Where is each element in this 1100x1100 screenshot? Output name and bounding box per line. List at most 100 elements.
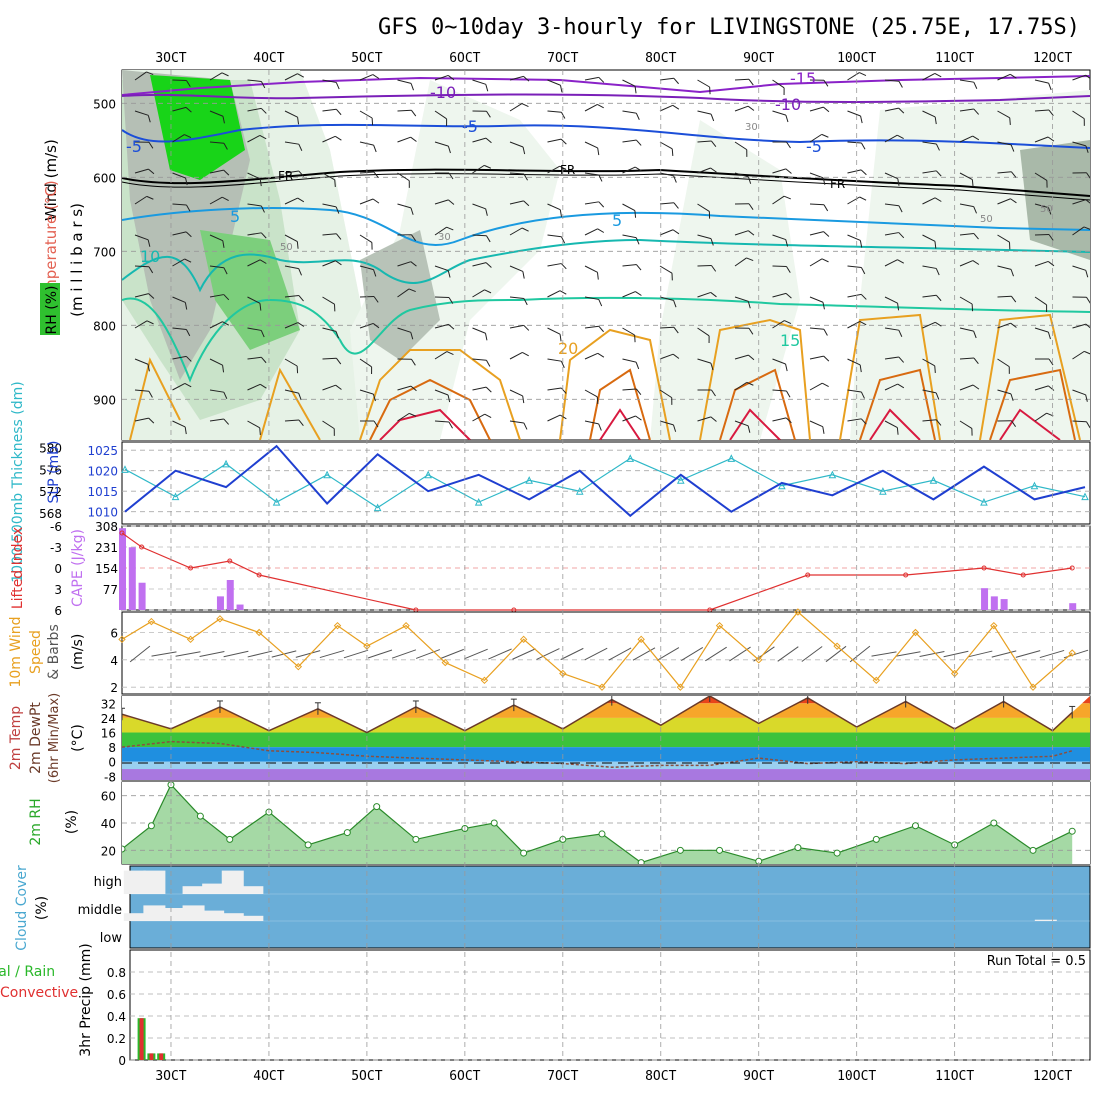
x-tick-bottom: 4OCT bbox=[253, 1069, 284, 1084]
wind-barb bbox=[772, 110, 789, 123]
wind-barb bbox=[697, 327, 710, 344]
wind-point bbox=[216, 615, 224, 623]
wind-barb bbox=[997, 389, 1014, 401]
temp-ylabel-1: 2m Temp bbox=[8, 706, 24, 770]
wind-barb bbox=[959, 260, 980, 267]
wind-barb bbox=[434, 323, 455, 330]
rh-tick: 60 bbox=[101, 790, 116, 804]
wind-barb bbox=[434, 74, 455, 81]
wind-ylabel-1: 10m Wind bbox=[8, 616, 24, 687]
wind-barb-10m bbox=[464, 648, 488, 660]
wind-barb bbox=[584, 228, 605, 236]
wind-barb bbox=[922, 419, 942, 426]
cape-tick: 154 bbox=[95, 562, 118, 576]
wind-barb bbox=[547, 165, 567, 174]
wind-barb bbox=[209, 358, 225, 373]
wind-barb bbox=[884, 232, 905, 239]
wind-barb bbox=[509, 351, 529, 360]
wind-barb bbox=[697, 167, 717, 174]
wind-barb bbox=[322, 420, 335, 436]
wind-barb bbox=[209, 389, 228, 399]
precip-tick: 0.8 bbox=[107, 966, 126, 980]
wind-barb bbox=[284, 389, 302, 401]
precip-tick: 0.4 bbox=[107, 1010, 126, 1024]
wind-barb bbox=[959, 384, 980, 391]
cloud-bar-high bbox=[123, 870, 146, 894]
wind-barb bbox=[847, 196, 867, 205]
wind-barb bbox=[809, 79, 829, 87]
thickness-tick: 580 bbox=[39, 441, 62, 455]
wind-barb bbox=[434, 141, 451, 154]
wind-barb bbox=[997, 265, 1014, 277]
wind-barb bbox=[809, 106, 830, 113]
slp-ylabel-slp: SLP (mb) bbox=[46, 440, 62, 503]
wind-point bbox=[637, 635, 645, 644]
x-tick-top: 8OCT bbox=[645, 51, 676, 66]
wind-barb bbox=[1072, 265, 1089, 278]
wind-barb-10m bbox=[343, 649, 369, 659]
wind-barb bbox=[547, 263, 567, 270]
cloud-bar-middle bbox=[1034, 919, 1057, 921]
thickness-point bbox=[1030, 481, 1039, 490]
cape-bar bbox=[981, 588, 989, 610]
rh-point bbox=[1068, 827, 1076, 835]
wind-barb bbox=[434, 351, 454, 360]
wind-point bbox=[480, 676, 489, 685]
wind-barb bbox=[435, 172, 454, 180]
wind-barb bbox=[847, 169, 867, 176]
cape-tick: 308 bbox=[95, 520, 118, 534]
wind-barb-10m bbox=[295, 650, 321, 658]
rh-point bbox=[412, 835, 420, 843]
wind-barb bbox=[397, 203, 414, 215]
label-minus-10-b: -10 bbox=[775, 95, 801, 114]
x-tick-top: 7OCT bbox=[547, 51, 578, 66]
thickness-point bbox=[525, 476, 534, 484]
rh-point bbox=[304, 841, 312, 849]
thickness-point bbox=[121, 465, 129, 473]
wind-barb bbox=[1034, 296, 1048, 313]
x-tick-bottom: 11OCT bbox=[935, 1069, 974, 1084]
upper-y-ticks: 500 600 700 800 900 bbox=[93, 97, 116, 407]
wind-barb bbox=[697, 110, 715, 122]
rh-point bbox=[226, 835, 234, 843]
wind-barb bbox=[359, 389, 376, 402]
wind-barb bbox=[472, 137, 492, 144]
wind-barb-10m bbox=[680, 646, 704, 662]
wind-barb-10m bbox=[967, 650, 993, 658]
wind-barb bbox=[697, 291, 717, 298]
label-freezing-1: FR bbox=[278, 169, 293, 183]
wind-barb bbox=[997, 141, 1015, 152]
wind-barb bbox=[247, 203, 265, 213]
wind-barb bbox=[622, 110, 640, 120]
wind-barb bbox=[509, 296, 528, 306]
wind-barb bbox=[847, 418, 867, 425]
rh-tick: 40 bbox=[101, 817, 116, 831]
wind-barb bbox=[884, 296, 900, 311]
wind-barb-10m bbox=[247, 650, 273, 658]
cloud-bar-middle bbox=[202, 910, 225, 921]
wind-barb bbox=[622, 79, 637, 94]
wind-barb bbox=[472, 234, 491, 243]
wind-barb bbox=[584, 389, 599, 405]
li-point bbox=[981, 565, 987, 571]
wind-tick: 2 bbox=[110, 681, 118, 695]
thickness-point bbox=[676, 476, 685, 484]
upper-ylabel-wind: Wind (m/s) bbox=[42, 139, 60, 221]
wind-barb bbox=[622, 388, 642, 396]
wind-barb bbox=[847, 320, 867, 329]
wind-barb bbox=[472, 327, 488, 341]
wind-barb bbox=[397, 327, 414, 340]
rh-point bbox=[520, 849, 528, 857]
contour-plus-15 bbox=[122, 296, 1090, 383]
precip-tick: 0.6 bbox=[107, 988, 126, 1002]
wind-barb bbox=[547, 290, 567, 298]
wind-barb bbox=[509, 141, 526, 155]
temp-tick: -8 bbox=[104, 770, 116, 784]
wind-barb bbox=[622, 291, 642, 298]
x-tick-top: 11OCT bbox=[935, 51, 974, 66]
precip-convective-bar bbox=[159, 1053, 164, 1060]
wind-barb bbox=[809, 133, 829, 143]
slp-tick: 1015 bbox=[87, 485, 118, 499]
wind-barb bbox=[884, 259, 905, 267]
temp-band bbox=[122, 769, 1090, 780]
